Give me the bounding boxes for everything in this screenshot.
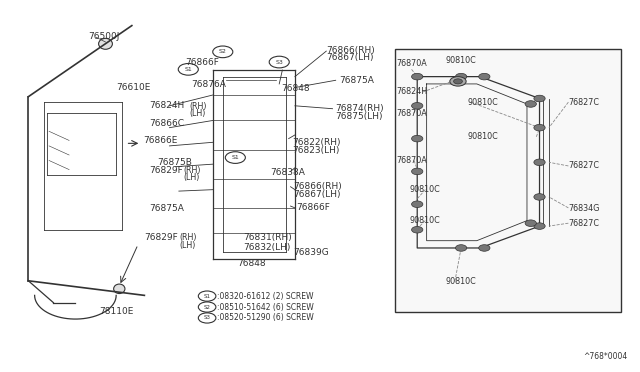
Text: 76876A: 76876A xyxy=(191,80,227,89)
Text: :08520-51290 (6) SCREW: :08520-51290 (6) SCREW xyxy=(217,314,314,323)
Circle shape xyxy=(412,73,423,80)
Text: 76824H: 76824H xyxy=(397,87,428,96)
Text: S3: S3 xyxy=(204,315,211,320)
Text: 76829F: 76829F xyxy=(145,233,178,242)
Circle shape xyxy=(534,194,545,200)
Text: 76827C: 76827C xyxy=(568,98,600,107)
Text: 76875A: 76875A xyxy=(339,76,374,85)
Text: 76875(LH): 76875(LH) xyxy=(336,112,383,121)
Text: 76839G: 76839G xyxy=(294,248,330,257)
Text: 76824H: 76824H xyxy=(149,101,185,110)
Text: 76500J: 76500J xyxy=(88,32,119,41)
Text: 76875A: 76875A xyxy=(149,204,184,213)
Text: 78110E: 78110E xyxy=(99,307,134,316)
Circle shape xyxy=(412,103,423,109)
Text: 76866E: 76866E xyxy=(143,136,177,145)
Text: 76870A: 76870A xyxy=(397,109,428,118)
Circle shape xyxy=(525,101,536,107)
Text: 76874(RH): 76874(RH) xyxy=(336,104,384,113)
Circle shape xyxy=(454,79,462,84)
Text: :08320-61612 (2) SCREW: :08320-61612 (2) SCREW xyxy=(217,292,314,301)
Text: 76827C: 76827C xyxy=(568,161,600,170)
Circle shape xyxy=(534,159,545,166)
Text: 76832(LH): 76832(LH) xyxy=(243,243,291,252)
Text: 76848: 76848 xyxy=(281,84,310,93)
Circle shape xyxy=(534,95,545,102)
Text: 76827C: 76827C xyxy=(568,219,600,228)
Text: (LH): (LH) xyxy=(189,109,206,118)
Circle shape xyxy=(456,73,467,80)
Bar xyxy=(396,49,621,312)
Text: 76870A: 76870A xyxy=(397,60,428,68)
Circle shape xyxy=(412,168,423,175)
Text: 90810C: 90810C xyxy=(410,185,440,194)
Ellipse shape xyxy=(99,38,113,49)
Text: 76866F: 76866F xyxy=(296,203,330,212)
Circle shape xyxy=(534,223,545,230)
Text: 76838A: 76838A xyxy=(270,168,305,177)
Text: 90810C: 90810C xyxy=(467,132,498,141)
Text: 76831(RH): 76831(RH) xyxy=(243,233,292,242)
Text: S1: S1 xyxy=(204,294,211,299)
Text: :08510-51642 (6) SCREW: :08510-51642 (6) SCREW xyxy=(217,302,314,311)
Text: S2: S2 xyxy=(219,49,227,54)
Text: 76610E: 76610E xyxy=(116,83,150,92)
Text: (LH): (LH) xyxy=(179,241,195,250)
Circle shape xyxy=(450,77,466,86)
Text: S1: S1 xyxy=(232,155,239,160)
Circle shape xyxy=(534,124,545,131)
Circle shape xyxy=(525,220,536,227)
Circle shape xyxy=(412,135,423,142)
Text: 76866(RH): 76866(RH) xyxy=(326,46,375,55)
Circle shape xyxy=(479,245,490,251)
Circle shape xyxy=(412,227,423,233)
Text: ^768*0004: ^768*0004 xyxy=(583,352,627,361)
Text: 76866(RH): 76866(RH) xyxy=(294,182,342,191)
Text: 90810C: 90810C xyxy=(445,277,476,286)
Text: (LH): (LH) xyxy=(183,173,200,182)
Text: 76875B: 76875B xyxy=(157,158,192,167)
Text: (RH): (RH) xyxy=(179,233,196,242)
Text: S2: S2 xyxy=(204,305,211,310)
Ellipse shape xyxy=(114,284,125,294)
Circle shape xyxy=(412,201,423,208)
Text: 76848: 76848 xyxy=(237,259,266,268)
Text: (RH): (RH) xyxy=(183,166,201,175)
Text: 76823(LH): 76823(LH) xyxy=(292,146,339,155)
Circle shape xyxy=(479,73,490,80)
Text: 76822(RH): 76822(RH) xyxy=(292,138,340,147)
Text: 76870A: 76870A xyxy=(397,156,428,165)
Text: 76867(LH): 76867(LH) xyxy=(326,53,374,62)
Circle shape xyxy=(456,245,467,251)
Text: 76866C: 76866C xyxy=(149,119,184,128)
Text: 90810C: 90810C xyxy=(467,98,498,107)
Text: (RH): (RH) xyxy=(189,102,207,111)
Text: 90810C: 90810C xyxy=(410,216,440,225)
Text: S3: S3 xyxy=(275,60,283,65)
Text: S1: S1 xyxy=(184,67,192,72)
Text: 76866F: 76866F xyxy=(185,58,219,67)
Text: 76829F: 76829F xyxy=(149,166,183,175)
Text: 76834G: 76834G xyxy=(568,204,600,213)
Text: 76867(LH): 76867(LH) xyxy=(294,189,341,199)
Text: 90810C: 90810C xyxy=(445,56,476,65)
